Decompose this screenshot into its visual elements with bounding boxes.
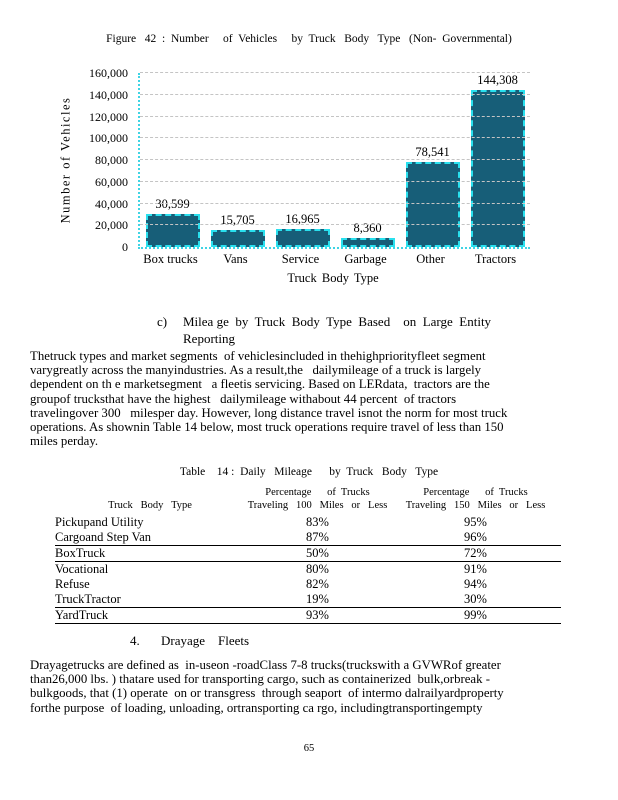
y-tick-label: 20,000: [95, 218, 128, 233]
table-row: Pickupand Utility 83% 95%: [55, 515, 561, 530]
x-tick-label: Vans: [223, 252, 248, 266]
gridline: [140, 115, 530, 117]
truck-type-cell: TruckTractor: [55, 592, 245, 608]
gridline: [140, 202, 530, 204]
bar: [275, 228, 330, 247]
pct-150-cell: 94%: [464, 577, 487, 591]
gridline: [140, 93, 530, 95]
table-row: BoxTruck 50% 72%: [55, 545, 561, 562]
table-row: Cargoand Step Van 87% 96%: [55, 530, 561, 546]
bar-value-label: 15,705: [220, 212, 255, 227]
pct-150-cell: 96%: [390, 530, 561, 546]
bar: [340, 237, 395, 247]
x-tick-label: Tractors: [474, 252, 517, 266]
bar-value-label: 78,541: [415, 144, 450, 159]
table-row: TruckTractor 19% 30%: [55, 592, 561, 608]
y-tick-label: 160,000: [89, 66, 128, 80]
gridline: [140, 72, 530, 73]
pct-150-cell: 30%: [390, 592, 561, 608]
pct-150-cell: 72%: [390, 545, 561, 562]
section-c-heading: c) Milea ge by Truck Body Type Based on …: [157, 314, 491, 347]
x-tick-label: Box trucks: [143, 252, 198, 266]
header-pct-150-miles: Percentage of Trucks Traveling 150 Miles…: [405, 487, 546, 511]
truck-type-cell: Pickupand Utility: [55, 515, 144, 529]
bar-value-label: 16,965: [285, 211, 320, 226]
pct-150-cell: 99%: [390, 607, 561, 624]
truck-type-cell: Cargoand Step Van: [55, 530, 245, 546]
gridline: [140, 137, 530, 139]
y-tick-label: 0: [122, 240, 128, 254]
pct-100-cell: 82%: [306, 577, 329, 591]
section-c-number: c): [157, 314, 168, 329]
bar-value-label: 144,308: [477, 73, 518, 88]
x-tick-label: Other: [416, 252, 445, 266]
x-tick-label: Garbage: [344, 252, 387, 266]
table-body: Pickupand Utility 83% 95% Cargoand Step Van…: [55, 515, 561, 624]
bar: [405, 161, 460, 247]
bar-value-label: 30,599: [155, 196, 190, 211]
bars-container: 30,599 15,705 16,965 8,360 78,541 144,308: [140, 73, 530, 247]
pct-100-cell: 83%: [306, 515, 329, 529]
plot-area: 30,599 15,705 16,965 8,360 78,541 144,308: [138, 72, 530, 249]
table-header-row: Truck Body Type Percentage of Trucks Tra…: [55, 487, 561, 515]
x-axis-labels: Box trucks Vans Service Garbage Other Tractor…: [138, 252, 528, 267]
pct-100-cell: 19%: [245, 592, 390, 608]
y-tick-label: 100,000: [89, 131, 128, 146]
bar-slot: 15,705: [205, 73, 270, 247]
pct-150-cell: 95%: [464, 515, 487, 529]
header-truck-body-type: Truck Body Type: [108, 499, 192, 511]
y-tick-label: 80,000: [95, 153, 128, 167]
pct-100-cell: 87%: [245, 530, 390, 546]
y-tick-label: 120,000: [89, 109, 128, 124]
truck-type-cell: Refuse: [55, 577, 90, 591]
pct-100-cell: 50%: [245, 545, 390, 562]
body-paragraph-drayage: Drayagetrucks are defined as in-useon -r…: [30, 658, 504, 715]
header-pct-100-miles: Percentage of Trucks Traveling 100 Miles…: [247, 487, 388, 511]
body-paragraph-mileage: Thetruck types and market segments of ve…: [30, 349, 508, 449]
vehicles-bar-chart: Number of Vehicles 0 20,000 40,000 60,000 80…: [30, 63, 590, 297]
daily-mileage-table: Truck Body Type Percentage of Trucks Tra…: [55, 487, 561, 624]
pct-100-cell: 80%: [306, 562, 329, 576]
y-axis-ticks: 0 20,000 40,000 60,000 80,000 100,000 120,000 1…: [30, 67, 128, 253]
table-caption: Table 14 : Daily Mileage by Truck Body T…: [179, 466, 439, 478]
gridline: [140, 180, 530, 182]
x-axis-title: Truck Body Type: [287, 271, 379, 285]
section-4-number: 4.: [130, 633, 140, 648]
gridline: [140, 159, 530, 160]
bar: [145, 213, 200, 247]
y-tick-label: 140,000: [89, 87, 128, 102]
bar-slot: 8,360: [335, 73, 400, 247]
figure-caption: Figure 42 : Number of Vehicles by Truck …: [106, 33, 512, 45]
truck-type-cell: YardTruck: [55, 607, 245, 624]
table-row: YardTruck 93% 99%: [55, 607, 561, 624]
section-4-heading: 4. Drayage Fleets: [130, 633, 249, 649]
truck-type-cell: BoxTruck: [55, 545, 245, 562]
page-number: 65: [303, 743, 315, 754]
gridline: [140, 224, 530, 226]
bar-slot: 16,965: [270, 73, 335, 247]
section-4-title: Drayage Fleets: [161, 633, 250, 648]
bar: [210, 229, 265, 247]
y-tick-label: 40,000: [95, 196, 128, 211]
table-row: Vocational 80% 91%: [55, 562, 561, 578]
table-row: Refuse 82% 94%: [55, 577, 561, 592]
bar-slot: 30,599: [140, 73, 205, 247]
pct-150-cell: 91%: [464, 562, 487, 576]
truck-type-cell: Vocational: [55, 562, 109, 576]
x-tick-label: Service: [281, 252, 320, 266]
section-c-title: Milea ge by Truck Body Type Based on Lar…: [183, 314, 492, 346]
pct-100-cell: 93%: [245, 607, 390, 624]
y-tick-label: 60,000: [95, 174, 128, 189]
bar-slot: 78,541: [400, 73, 465, 247]
bar-slot: 144,308: [465, 73, 530, 247]
